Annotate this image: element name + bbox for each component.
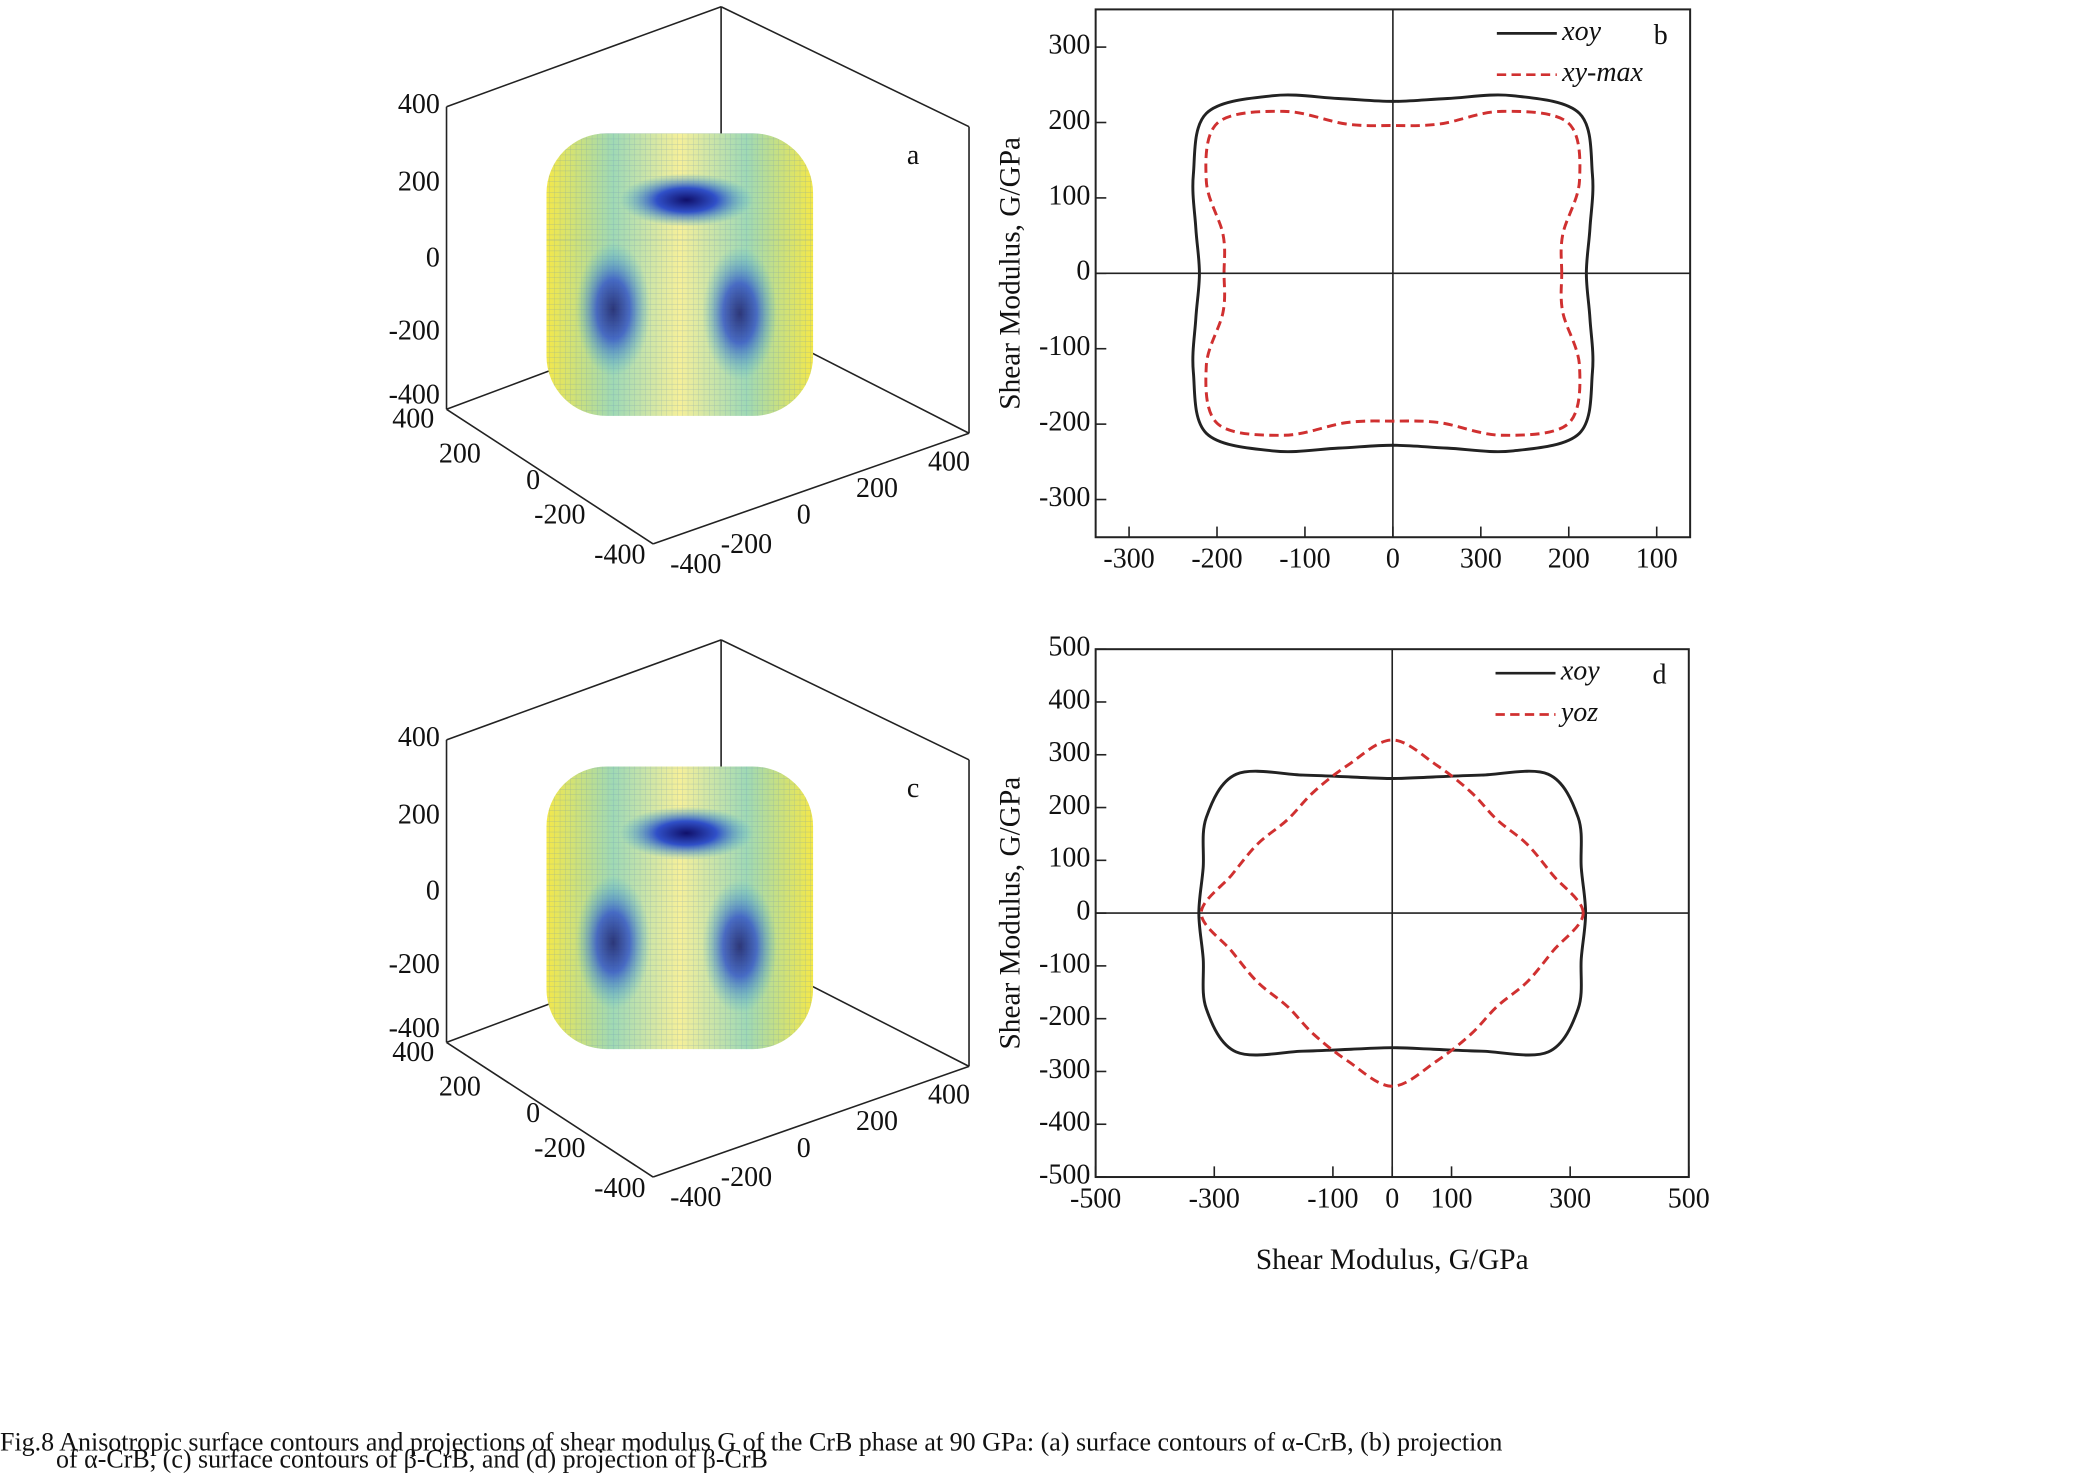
panel-label: c (907, 773, 919, 804)
y-tick-label: 100 (1048, 843, 1090, 874)
y-tick-label: 300 (1048, 30, 1090, 61)
y-tick-label: -200 (721, 1162, 772, 1193)
x-tick-label: -300 (1103, 544, 1154, 575)
y-tick-label: -200 (1039, 1001, 1090, 1032)
x-tick-label: 400 (392, 1037, 434, 1068)
legend-label: xy-max (1561, 57, 1643, 88)
y-tick-label: 400 (928, 446, 970, 477)
y-tick-label: -200 (721, 529, 772, 560)
x-tick-label: -200 (534, 500, 585, 531)
x-tick-label: -400 (594, 1173, 645, 1204)
y-tick-label: 0 (1076, 896, 1090, 927)
y-tick-label: -100 (1039, 331, 1090, 362)
x-axis-label: Shear Modulus, G/GPa (1256, 1244, 1529, 1276)
surface-spot (619, 806, 754, 860)
surface-spot (575, 242, 651, 376)
z-tick-label: -200 (389, 316, 440, 347)
y-tick-label: 0 (797, 500, 811, 531)
x-tick-label: 0 (526, 1098, 540, 1129)
box-edge (446, 1041, 654, 1178)
box-edge (446, 5, 722, 108)
y-tick-label: 0 (797, 1133, 811, 1164)
y-tick-label: -400 (670, 1182, 721, 1213)
y-tick-label: 100 (1048, 180, 1090, 211)
y-tick-label: -500 (1039, 1159, 1090, 1190)
y-axis-label: Shear Modulus, G/GPa (995, 777, 1027, 1050)
y-tick-label: -400 (1039, 1107, 1090, 1138)
x-tick-label: 200 (439, 1071, 481, 1102)
x-tick-label: -200 (1191, 544, 1242, 575)
x-tick-label: 200 (1548, 544, 1590, 575)
y-tick-label: 200 (856, 473, 898, 504)
panel-label: a (907, 140, 920, 171)
panel-label: d (1652, 660, 1666, 691)
surface-spot (702, 879, 778, 1014)
x-tick-label: 300 (1549, 1183, 1591, 1214)
z-tick-label: 0 (426, 242, 440, 273)
z-tick-label: 400 (398, 722, 440, 753)
x-tick-label: 100 (1636, 544, 1678, 575)
series-curve (1197, 769, 1588, 1057)
y-tick-label: 0 (1076, 256, 1090, 287)
y-tick-label: -100 (1039, 948, 1090, 979)
y-tick-label: 300 (1048, 737, 1090, 768)
x-tick-label: 200 (439, 438, 481, 469)
y-tick-label: 200 (1048, 790, 1090, 821)
y-tick-label: -300 (1039, 482, 1090, 513)
z-tick-label: -400 (389, 380, 440, 411)
box-edge (652, 1065, 970, 1178)
z-tick-label: 0 (426, 876, 440, 907)
x-tick-label: 0 (526, 465, 540, 496)
x-tick-label: 500 (1668, 1183, 1710, 1214)
y-tick-label: 500 (1048, 632, 1090, 663)
z-tick-label: 200 (398, 166, 440, 197)
y-tick-label: -200 (1039, 407, 1090, 438)
z-tick-label: -200 (389, 949, 440, 980)
z-tick-label: 200 (398, 800, 440, 831)
panel-label: b (1654, 20, 1668, 51)
x-tick-label: 0 (1386, 544, 1400, 575)
series-curve (1199, 738, 1585, 1088)
y-tick-label: -400 (670, 549, 721, 580)
y-tick-label: 400 (928, 1079, 970, 1110)
x-tick-label: -200 (534, 1133, 585, 1164)
legend-label: xoy (1561, 16, 1601, 47)
surface-spot (619, 173, 754, 227)
surface-spot (702, 246, 778, 380)
box-edge (720, 639, 970, 761)
x-tick-label: 0 (1385, 1183, 1399, 1214)
box-edge (446, 639, 722, 741)
z-tick-label: 400 (398, 89, 440, 120)
y-tick-label: 400 (1048, 684, 1090, 715)
x-tick-label: 300 (1460, 544, 1502, 575)
box-edge (720, 6, 970, 128)
y-axis-label: Shear Modulus, G/GPa (995, 137, 1027, 410)
y-tick-label: 200 (1048, 105, 1090, 136)
legend-label: xoy (1560, 656, 1600, 687)
y-tick-label: -300 (1039, 1054, 1090, 1085)
x-tick-label: -400 (594, 540, 645, 571)
x-tick-label: -100 (1279, 544, 1330, 575)
x-tick-label: -100 (1307, 1183, 1358, 1214)
series-curve (1204, 109, 1582, 437)
caption-line: Fig.8 Anisotropic surface contours and p… (0, 1427, 1502, 1456)
box-edge (652, 432, 970, 545)
legend-label: yoz (1558, 697, 1598, 728)
series-curve (1191, 93, 1595, 454)
x-tick-label: 400 (392, 404, 434, 435)
caption-line: of α-CrB, (c) surface contours of β-CrB,… (56, 1445, 768, 1474)
x-tick-label: -500 (1070, 1183, 1121, 1214)
x-tick-label: -300 (1189, 1183, 1240, 1214)
y-tick-label: 200 (856, 1106, 898, 1137)
surface-spot (575, 875, 651, 1010)
x-tick-label: 100 (1431, 1183, 1473, 1214)
box-edge (446, 408, 654, 545)
z-tick-label: -400 (389, 1013, 440, 1044)
